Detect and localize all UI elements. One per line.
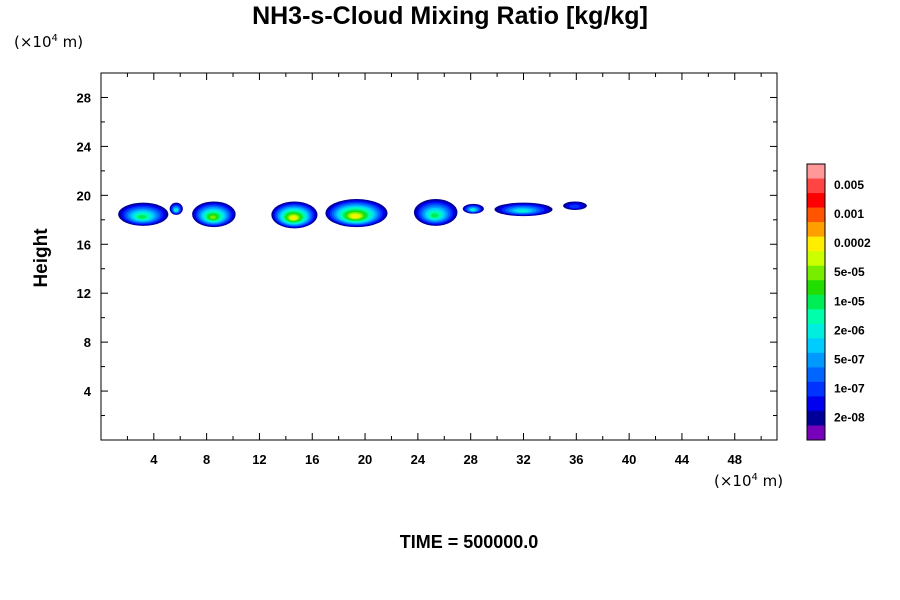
y-axis-unit: (×104 m) [14,33,84,51]
colorbar-swatch [807,352,825,368]
colorbar-swatch [807,410,825,426]
colorbar-swatch [807,193,825,208]
colorbar-label: 1e-07 [834,381,865,395]
colorbar-swatch [807,178,825,194]
y-tick-label: 24 [77,139,92,154]
colorbar-label: 0.005 [834,178,864,192]
y-tick-label: 8 [84,335,91,350]
colorbar-label: 2e-06 [834,323,865,337]
colorbar-frame [806,163,826,441]
cloud-region [462,203,484,214]
x-tick-label: 8 [203,452,210,467]
cloud-field [118,199,587,229]
y-tick-label: 28 [77,90,91,105]
cloud-region [563,201,587,211]
colorbar-label: 5e-07 [834,352,865,366]
cloud-region [169,202,183,215]
x-tick-label: 4 [150,452,158,467]
cloud-region [494,202,553,217]
colorbar-label: 1e-05 [834,294,865,308]
colorbar-label: 5e-05 [834,265,865,279]
y-tick-label: 4 [84,384,92,399]
x-axis-unit: (×104 m) [714,472,784,490]
x-tick-label: 32 [516,452,530,467]
colorbar-swatch [807,294,825,310]
cloud-contour [431,213,439,218]
colorbar-swatch [807,251,825,266]
colorbar-swatch [807,396,825,412]
cloud-contour [569,204,580,209]
y-tick-label: 12 [77,286,91,301]
colorbar-swatch [807,323,825,339]
colorbar-swatch [807,338,825,354]
cloud-contour [137,214,147,219]
x-tick-label: 20 [358,452,372,467]
time-label: TIME = 500000.0 [399,532,539,552]
colorbar-swatch [807,381,825,397]
cloud-region [118,202,169,226]
cloud-region [192,201,236,228]
x-tick-label: 16 [305,452,319,467]
cloud-region [413,199,458,226]
colorbar-swatch [807,425,825,441]
colorbar: 0.005 0.001 0.0002 5e-05 1e-05 2e-06 5e-07 1e-0… [806,163,871,441]
chart-title: NH3-s-Cloud Mixing Ratio [kg/kg] [252,2,648,30]
y-tick-label: 20 [77,188,91,203]
colorbar-swatch [807,265,825,281]
colorbar-label: 0.0002 [834,236,871,250]
cloud-contour [173,208,178,212]
cloud-contour [351,214,359,218]
x-tick-label: 44 [675,452,690,467]
x-tick-label: 36 [569,452,583,467]
x-tick-label: 48 [728,452,742,467]
plot-frame [100,72,778,441]
cloud-region [271,201,318,229]
colorbar-swatch [807,367,825,383]
x-tick-label: 40 [622,452,636,467]
y-tick-label: 16 [77,237,91,252]
x-tick-label: 28 [463,452,477,467]
cloud-contour [516,209,529,213]
colorbar-swatch [807,236,825,252]
colorbar-swatch [807,164,825,179]
colorbar-swatch [807,309,825,325]
colorbar-label: 2e-08 [834,410,865,424]
x-tick-label: 24 [411,452,426,467]
x-tick-label: 12 [252,452,266,467]
cloud-contour [290,216,297,220]
colorbar-label: 0.001 [834,207,864,221]
colorbar-swatch [807,280,825,296]
colorbar-swatch [807,207,825,223]
colorbar-swatch [807,222,825,237]
cloud-contour [209,215,216,219]
cloud-contour [470,208,476,212]
cloud-region [325,199,388,228]
